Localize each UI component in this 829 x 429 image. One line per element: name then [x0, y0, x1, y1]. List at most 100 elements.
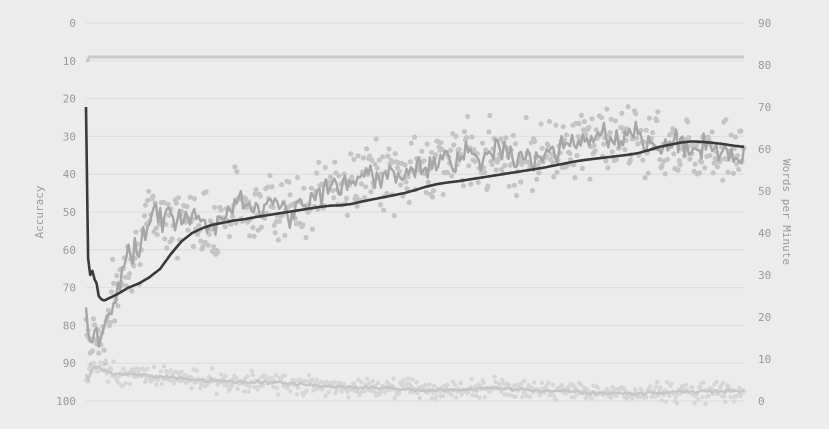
series-0-point [276, 218, 283, 224]
series-0-point [253, 187, 259, 193]
series-2-point [132, 374, 137, 379]
series-0-point [587, 176, 593, 182]
series-2-point [432, 384, 437, 389]
series-0-point [464, 134, 470, 141]
series-2-point [667, 393, 672, 399]
series-0-point [258, 224, 264, 230]
series-2-point [723, 399, 728, 404]
series-0-point [184, 204, 190, 210]
series-0-point [728, 132, 734, 138]
series-2-point [367, 381, 372, 386]
series-2-point [382, 390, 387, 395]
series-0-point [185, 227, 191, 233]
series-0-point [483, 147, 489, 153]
series-0-point [625, 104, 631, 110]
series-0-point [242, 195, 249, 202]
series-0-point [316, 159, 322, 165]
series-0-point [336, 173, 342, 179]
series-2-point [440, 393, 446, 399]
series-0-point [654, 118, 660, 124]
series-0-point [308, 185, 314, 191]
right-tick-label: 50 [758, 185, 771, 198]
series-2-point [326, 390, 331, 395]
series-0-point [191, 196, 197, 202]
series-0-point [385, 153, 391, 159]
series-2-point [653, 384, 659, 389]
series-0-point [327, 174, 334, 180]
series-0-point [110, 256, 116, 263]
series-0-point [215, 249, 221, 255]
left-tick-label: 50 [63, 206, 76, 219]
series-2-point [154, 382, 159, 387]
series-2-point [378, 390, 383, 395]
series-0-point [655, 109, 661, 115]
series-0-point [114, 273, 120, 279]
series-0-point [344, 212, 351, 218]
series-2-point [669, 381, 674, 386]
series-0-point [381, 207, 387, 213]
series-2-point [674, 401, 680, 406]
series-2-point [703, 401, 708, 407]
series-3-step-line [86, 55, 744, 63]
series-0-point [150, 193, 156, 199]
series-0-point [222, 224, 228, 230]
series-2-point [663, 399, 669, 404]
lines-layer [84, 55, 746, 397]
series-2-point [370, 379, 375, 384]
right-tick-label: 20 [758, 311, 771, 324]
series-0-point [550, 160, 556, 166]
series-2-point [356, 377, 361, 382]
series-0-point [605, 165, 611, 171]
series-0-point [563, 132, 570, 138]
series-0-point [330, 188, 336, 194]
left-tick-label: 90 [63, 357, 76, 370]
series-0-point [692, 161, 698, 167]
series-2-point [499, 389, 504, 394]
series-0-point [251, 233, 257, 239]
series-0-point [448, 147, 454, 153]
series-0-point [421, 158, 427, 164]
series-0-point [423, 189, 429, 196]
series-0-point [303, 234, 309, 241]
series-2-point [171, 381, 177, 386]
series-2-point [359, 380, 364, 385]
series-2-point [701, 380, 706, 385]
series-0-point [553, 122, 559, 128]
series-2-point [134, 365, 139, 371]
series-2-point [178, 379, 183, 384]
series-2-point [282, 373, 287, 378]
series-2-point [610, 384, 615, 390]
series-2-point [554, 397, 559, 402]
series-0-point [287, 192, 293, 198]
series-0-point [250, 225, 256, 231]
series-0-point [469, 134, 475, 140]
series-2-point [391, 376, 396, 381]
right-tick-label: 10 [758, 353, 771, 366]
left-tick-label: 0 [69, 17, 76, 30]
series-2-point [218, 372, 224, 377]
series-0-point [551, 174, 557, 180]
series-0-point [664, 156, 671, 162]
series-2-point [222, 383, 227, 388]
series-2-point [255, 387, 260, 392]
series-0-point [671, 151, 677, 157]
series-2-point [103, 358, 109, 363]
series-0-point [429, 194, 436, 200]
series-0-point [386, 146, 392, 152]
series-2-point [452, 382, 458, 388]
series-2-point [337, 380, 342, 385]
series-0-point [384, 190, 390, 197]
series-0-point [108, 289, 115, 295]
right-tick-label: 0 [758, 395, 765, 408]
series-0-point [723, 117, 729, 123]
series-0-point [234, 169, 240, 175]
series-0-point [376, 157, 382, 163]
series-0-point [579, 165, 586, 171]
series-0-point [301, 185, 307, 191]
series-0-point [439, 146, 445, 153]
series-0-point [314, 170, 320, 176]
series-2-point [544, 384, 549, 389]
series-2-point [111, 359, 116, 364]
series-0-point [635, 141, 641, 147]
